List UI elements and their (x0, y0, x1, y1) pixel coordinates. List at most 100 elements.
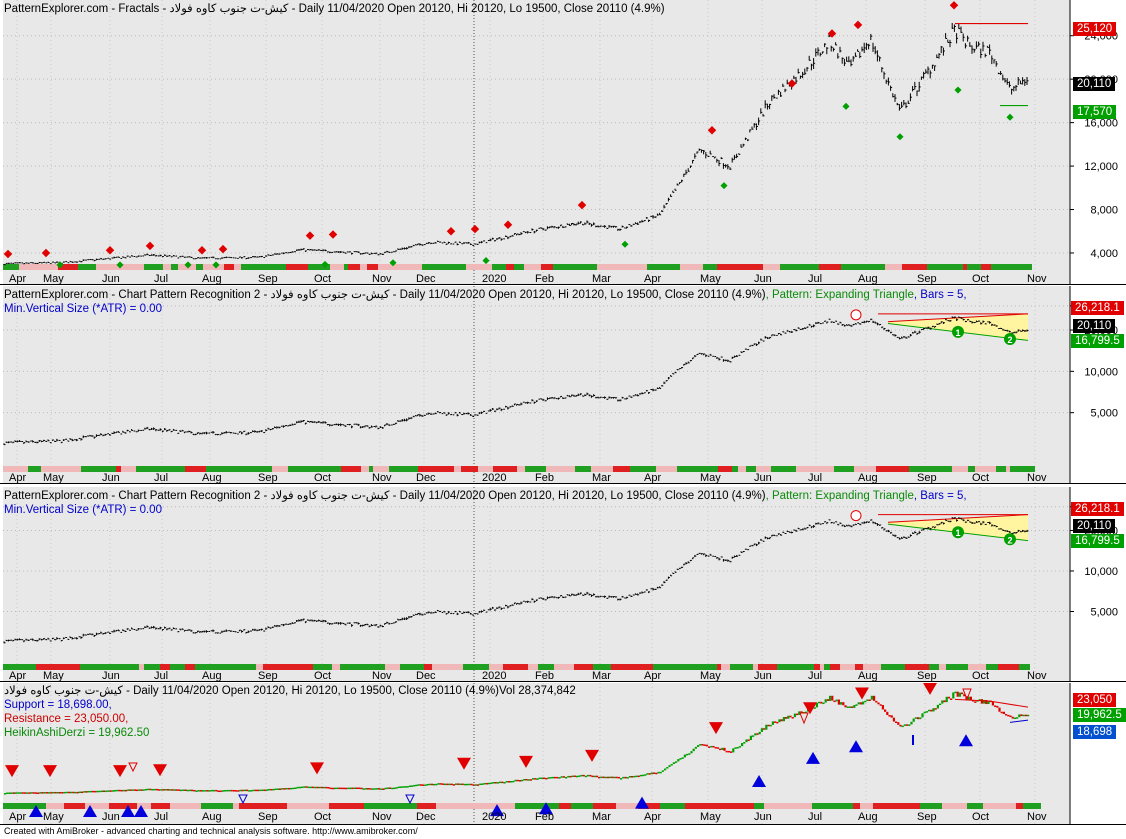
heikin-candle (644, 774, 647, 776)
heikin-candle (50, 792, 53, 794)
heikin-candle (611, 776, 614, 779)
heikin-candle (646, 773, 649, 775)
pivot-top-marker (850, 309, 862, 321)
heikin-candle (274, 788, 277, 791)
signal-strip-segment (369, 466, 373, 472)
signal-strip-segment (185, 664, 195, 670)
date-label: May (700, 273, 721, 285)
heikin-candle (613, 776, 616, 779)
signal-strip-segment (206, 466, 212, 472)
triangle-upper-line (887, 313, 1029, 323)
heikin-candle (219, 790, 222, 793)
heikin-candle (875, 700, 878, 703)
signal-strip-segment (215, 264, 224, 270)
heikin-candle (12, 792, 15, 794)
signal-strip-segment (952, 466, 968, 472)
signal-strip-segment (474, 664, 489, 670)
signal-strip-segment (85, 803, 109, 809)
signal-strip-segment (308, 264, 315, 270)
pattern2-high-tag: 26,218.1 (1071, 502, 1124, 516)
signal-strip-segment (756, 466, 771, 472)
heikin-candle (402, 786, 405, 788)
heikin-candle (85, 791, 88, 793)
signal-strip-segment (272, 466, 288, 472)
date-label: Nov (372, 811, 392, 823)
signal-strip-segment (99, 466, 106, 472)
pattern-pane-2[interactable]: 1230,00020,00010,0005,000AprMayJunJulAug… (0, 487, 1126, 682)
fractals-pane[interactable]: 24,00020,00016,00012,0008,0004,000AprMay… (0, 0, 1126, 285)
heikin-candle (881, 705, 884, 710)
signal-strip-segment (853, 803, 860, 809)
heikin-candle (727, 750, 730, 753)
heikin-candle (28, 792, 31, 794)
signal-strip-segment (935, 264, 949, 270)
heikin-candle (950, 698, 953, 700)
pattern1-high-tag: 26,218.1 (1071, 301, 1124, 315)
heikin-candle (382, 788, 385, 790)
date-label: Feb (535, 670, 554, 682)
signal-strip-segment (106, 466, 116, 472)
heikin-candle (815, 702, 818, 708)
signal-strip-segment (96, 664, 119, 670)
heikin-candle (400, 786, 403, 788)
signal-strip-segment (163, 264, 171, 270)
heikin-candle (116, 789, 119, 792)
signal-strip-segment (44, 264, 58, 270)
footer-credit: Created with AmiBroker - advanced charti… (4, 826, 418, 836)
heikin-candle (92, 790, 95, 793)
date-label: Sep (258, 273, 278, 285)
date-label: Mar (592, 811, 611, 823)
heikin-candle (318, 786, 321, 789)
signal-strip-segment (392, 803, 417, 809)
heikin-candle (818, 701, 821, 704)
heikin-candle (334, 787, 337, 790)
heikin-candle (136, 789, 139, 792)
heikin-candle (448, 783, 451, 786)
heikin-candle (34, 792, 37, 794)
signal-strip-segment (712, 803, 732, 809)
heikin-candle (635, 775, 638, 778)
pattern-pane-1[interactable]: 1230,00020,00010,0005,000AprMayJunJulAug… (0, 286, 1126, 484)
signal-strip-segment (80, 664, 96, 670)
heikin-candle (342, 787, 345, 790)
heikin-pane[interactable]: Apr May Jun Jul Aug Sep Oct Nov Dec 2020 Feb Mar Apr… (0, 683, 1126, 825)
up-fractal-marker (328, 230, 338, 239)
price-axis-label: 12,000 (1084, 161, 1118, 173)
up-fractal-marker (197, 246, 207, 255)
price-axis-area (1070, 487, 1126, 682)
signal-strip-segment (643, 466, 656, 472)
heikin-candle (351, 787, 354, 790)
signal-strip-segment (319, 466, 341, 472)
heikin-candle (488, 782, 491, 785)
heikin-candle (697, 745, 700, 747)
heikin-candle (967, 696, 970, 700)
heikin-candle (63, 791, 66, 794)
pattern-name: , Pattern: Expanding Triangle (765, 289, 914, 301)
heikin-candle (842, 702, 845, 706)
signal-strip-segment (725, 466, 732, 472)
heikin-candle (415, 784, 418, 787)
signal-strip-segment (920, 803, 942, 809)
date-label: Apr (644, 811, 661, 823)
date-label: Nov (1027, 472, 1047, 484)
signal-strip-segment (721, 664, 730, 670)
signal-strip-segment (1015, 264, 1032, 270)
heikin-candle (758, 731, 761, 735)
fractals-chart: 24,00020,00016,00012,0008,0004,000AprMay… (0, 0, 1126, 285)
heikin-candle (659, 771, 662, 774)
signal-strip-segment (529, 803, 546, 809)
signal-strip-segment (125, 264, 144, 270)
heikin-candle (41, 792, 44, 794)
date-label: Sep (917, 670, 937, 682)
signal-strip-segment (541, 264, 553, 270)
signal-strip-segment (647, 264, 657, 270)
heikin-candle (936, 704, 939, 709)
heikin-candle (362, 788, 365, 790)
heikin-candle (879, 704, 882, 706)
signal-strip-segment (378, 264, 402, 270)
heikin-candle (296, 786, 299, 789)
date-label: Oct (972, 811, 989, 823)
date-label: Jun (102, 273, 120, 285)
heikin-candle (226, 789, 229, 792)
heikin-candle (389, 787, 392, 789)
